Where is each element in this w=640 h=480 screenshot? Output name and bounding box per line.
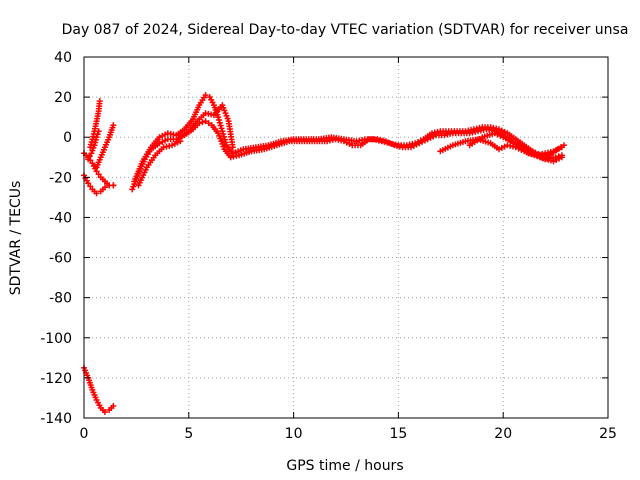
data-point — [88, 144, 97, 157]
data-point — [101, 408, 108, 415]
data-point — [554, 144, 564, 153]
y-axis-ticks: -140 -120 -100 -80 -60 -40 -20 0 20 40 — [40, 50, 608, 427]
data-point — [496, 143, 508, 153]
data-points — [81, 92, 567, 415]
series-track-h — [131, 92, 567, 185]
data-point — [135, 166, 149, 189]
series-track-l — [466, 130, 565, 165]
data-point — [512, 140, 529, 152]
data-point — [93, 110, 102, 125]
data-point — [500, 134, 517, 146]
data-point — [131, 160, 145, 185]
data-point — [93, 131, 101, 141]
series-track-e — [93, 122, 117, 171]
series-track-c — [87, 98, 103, 151]
data-point — [202, 92, 209, 99]
data-point — [106, 124, 116, 141]
series-track-d — [85, 128, 102, 163]
data-point — [164, 130, 177, 138]
data-point — [85, 180, 94, 190]
data-point — [110, 182, 117, 189]
data-point — [143, 154, 157, 171]
data-point — [173, 127, 186, 139]
data-point — [215, 114, 225, 132]
data-point — [229, 144, 236, 151]
data-point — [181, 118, 195, 133]
grid-lines — [84, 57, 608, 418]
data-point — [479, 131, 496, 141]
data-point — [95, 128, 102, 135]
x-axis-label: GPS time / hours — [286, 458, 403, 474]
series-track-i — [177, 102, 236, 151]
y-tick-label: -120 — [40, 371, 72, 387]
data-point — [160, 142, 173, 151]
data-point — [537, 154, 554, 164]
data-point — [290, 136, 307, 143]
data-point — [449, 139, 466, 149]
data-point — [202, 110, 215, 118]
y-tick-label: -100 — [40, 331, 72, 347]
data-point — [550, 155, 563, 165]
data-point — [194, 112, 207, 125]
data-point — [496, 126, 508, 135]
data-point — [219, 128, 229, 146]
data-point — [560, 142, 567, 149]
y-tick-label: 40 — [54, 50, 72, 66]
y-tick-label: -60 — [49, 251, 72, 267]
data-point — [558, 154, 565, 161]
y-tick-label: -80 — [49, 291, 72, 307]
data-point — [110, 122, 117, 129]
data-point — [177, 138, 184, 145]
data-point — [152, 146, 165, 159]
series-track-j — [135, 138, 184, 189]
chart-title: Day 087 of 2024, Sidereal Day-to-day VTE… — [62, 22, 629, 38]
data-point — [169, 139, 181, 149]
data-point — [215, 130, 227, 150]
data-point — [189, 104, 202, 123]
data-point — [219, 102, 231, 122]
x-axis-ticks: 0 5 10 15 20 25 — [80, 57, 617, 442]
data-point — [227, 152, 240, 161]
data-point — [93, 190, 100, 197]
y-tick-label: 20 — [54, 90, 72, 106]
data-point — [185, 120, 199, 135]
x-tick-label: 10 — [285, 426, 303, 442]
data-point — [491, 130, 504, 139]
y-tick-label: -40 — [49, 210, 72, 226]
data-point — [303, 136, 320, 143]
series-track-f — [81, 364, 117, 415]
data-point — [110, 402, 117, 409]
x-tick-label: 5 — [184, 426, 193, 442]
x-tick-label: 25 — [599, 426, 617, 442]
y-tick-label: -20 — [49, 170, 72, 186]
y-tick-label: 0 — [63, 130, 72, 146]
x-tick-label: 0 — [80, 426, 89, 442]
x-tick-label: 15 — [389, 426, 407, 442]
plot-frame — [83, 56, 609, 419]
x-tick-label: 20 — [494, 426, 512, 442]
y-axis-label: SDTVAR / TECUs — [8, 181, 24, 296]
data-point — [85, 374, 95, 391]
data-point — [85, 153, 93, 163]
data-point — [202, 118, 212, 127]
data-point — [101, 184, 108, 191]
data-point — [96, 98, 103, 105]
data-point — [437, 143, 454, 155]
y-tick-label: -140 — [40, 411, 72, 427]
